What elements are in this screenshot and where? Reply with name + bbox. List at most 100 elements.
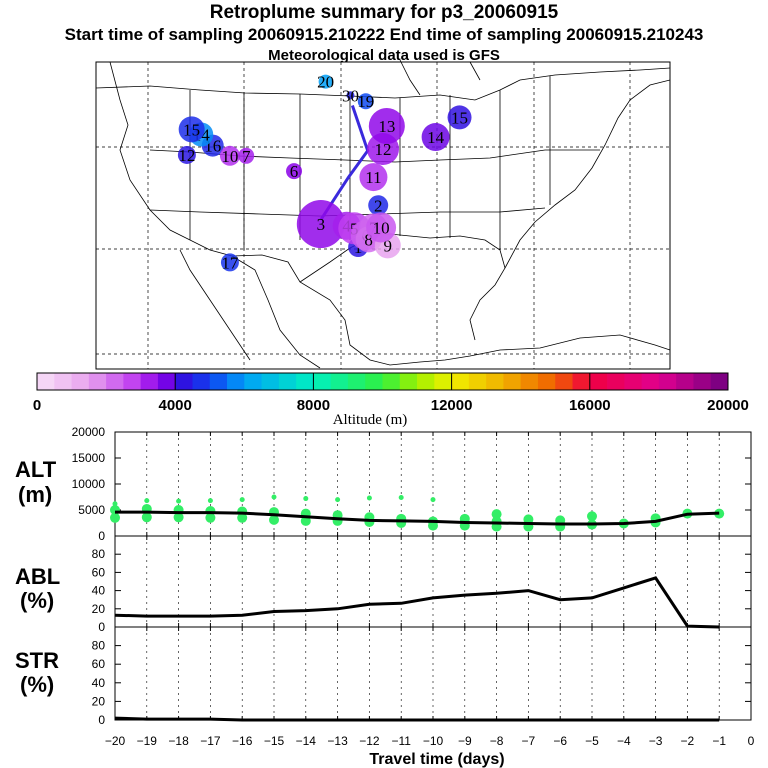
plume-point: 6 xyxy=(286,162,303,181)
colorbar-cell xyxy=(624,373,643,390)
plume-marker xyxy=(359,163,388,192)
plume-day-label: 14 xyxy=(427,128,445,147)
colorbar-cell xyxy=(503,373,522,390)
colorbar-cell xyxy=(365,373,383,390)
colorbar-cell xyxy=(175,373,193,390)
plume-day-label: 11 xyxy=(365,168,381,187)
colorbar-cell xyxy=(106,373,124,390)
plume-marker xyxy=(177,145,196,164)
alt-scatter-point xyxy=(491,509,502,520)
colorbar-cell xyxy=(537,373,556,390)
colorbar-cell xyxy=(710,373,729,390)
colorbar-tick-label: 4000 xyxy=(159,397,192,414)
alt-scatter-point xyxy=(587,511,597,522)
colorbar-cell xyxy=(382,373,401,390)
alt-scatter-point xyxy=(430,497,436,503)
colorbar-cell xyxy=(555,373,573,390)
x-tick-label: 0 xyxy=(748,734,755,748)
alt-scatter-point xyxy=(366,495,372,501)
x-tick-label: −16 xyxy=(232,734,253,748)
y-tick-label: 20 xyxy=(92,602,106,616)
plume-marker xyxy=(368,107,405,144)
colorbar-cell xyxy=(607,373,625,390)
x-tick-label: −15 xyxy=(264,734,285,748)
plume-marker xyxy=(346,91,355,100)
x-tick-label: −20 xyxy=(105,734,126,748)
colorbar-cell xyxy=(451,373,470,390)
alt-scatter-point xyxy=(144,498,150,504)
y-tick-label: 80 xyxy=(92,639,106,653)
alt-scatter-point xyxy=(207,498,213,504)
x-axis-label: Travel time (days) xyxy=(369,751,504,768)
plume-marker xyxy=(366,212,397,243)
alt-scatter-point xyxy=(335,497,341,503)
plume-point: 3 xyxy=(296,200,345,249)
colorbar-cell xyxy=(209,373,228,390)
alt-scatter-point xyxy=(110,512,120,523)
x-tick-label: −19 xyxy=(137,734,158,748)
plume-point: 7 xyxy=(238,147,255,166)
trajectory-path xyxy=(319,105,370,221)
y-tick-label: 0 xyxy=(98,620,105,634)
colorbar-cell xyxy=(658,373,677,390)
colorbar-cell xyxy=(261,373,280,390)
plume-day-label: 20 xyxy=(317,73,334,92)
x-tick-label: −18 xyxy=(168,734,189,748)
plume-point: 30 xyxy=(342,86,359,105)
colorbar-axis-label: Altitude (m) xyxy=(333,412,408,428)
plume-point: 20 xyxy=(317,73,334,92)
x-tick-label: −12 xyxy=(359,734,380,748)
colorbar-cell xyxy=(486,373,504,390)
colorbar-tick-label: 20000 xyxy=(707,397,749,414)
x-tick-label: −3 xyxy=(649,734,663,748)
plume-day-label: 30 xyxy=(342,86,359,105)
x-tick-label: −4 xyxy=(617,734,631,748)
colorbar-cell xyxy=(71,373,90,390)
x-tick-label: −1 xyxy=(712,734,726,748)
plume-day-label: 8 xyxy=(364,230,373,249)
met-data-label: Meteorological data used is GFS xyxy=(268,47,500,64)
y-tick-label: 40 xyxy=(92,676,106,690)
plume-day-label: 2 xyxy=(374,196,383,215)
x-tick-label: −6 xyxy=(553,734,567,748)
x-tick-label: −17 xyxy=(200,734,221,748)
plume-map: 1234567891011121314151617192030141510712… xyxy=(95,59,671,370)
plume-point: 10 xyxy=(366,212,397,243)
plume-day-label: 10 xyxy=(221,147,238,166)
panel-abl: 0 20 40 60 80 xyxy=(92,535,752,634)
alt-scatter-point xyxy=(176,498,182,504)
x-tick-label: −8 xyxy=(490,734,504,748)
colorbar-tick-label: 8000 xyxy=(297,397,330,414)
colorbar-cell xyxy=(54,373,72,390)
abl-panel-unit: (%) xyxy=(20,588,54,613)
colorbar-cell xyxy=(468,373,487,390)
x-tick-label: −13 xyxy=(327,734,348,748)
y-tick-label: 80 xyxy=(92,547,106,561)
colorbar-cell xyxy=(123,373,142,390)
plume-point: 11 xyxy=(359,163,388,192)
alt-scatter-point xyxy=(112,501,118,507)
colorbar-cell xyxy=(227,373,245,390)
colorbar-tick-label: 12000 xyxy=(431,397,473,414)
colorbar-cell xyxy=(693,373,712,390)
plume-point: 15 xyxy=(178,116,205,143)
alt-series-line xyxy=(115,510,720,526)
colorbar-tick-label: 16000 xyxy=(569,397,611,414)
sampling-times: Start time of sampling 20060915.210222 E… xyxy=(64,25,704,44)
plume-point: 15 xyxy=(447,105,472,130)
colorbar-cell xyxy=(88,373,107,390)
plume-marker xyxy=(421,123,450,152)
y-tick-label: 0 xyxy=(98,713,105,727)
plume-day-label: 12 xyxy=(375,140,392,159)
colorbar-cell xyxy=(296,373,314,390)
plume-point: 12 xyxy=(177,145,196,165)
y-tick-label: 20 xyxy=(92,694,106,708)
y-tick-label: 20000 xyxy=(72,425,106,439)
y-tick-label: 40 xyxy=(92,584,106,598)
y-tick-label: 0 xyxy=(98,529,105,543)
x-tick-label: −2 xyxy=(681,734,695,748)
alt-scatter-point xyxy=(173,512,184,523)
time-series-panels: 0 5000 10000 15000 20000 0 20 40 60 80 0 20 40 60 80 −2… xyxy=(72,425,755,748)
plume-point: 2 xyxy=(368,195,389,216)
